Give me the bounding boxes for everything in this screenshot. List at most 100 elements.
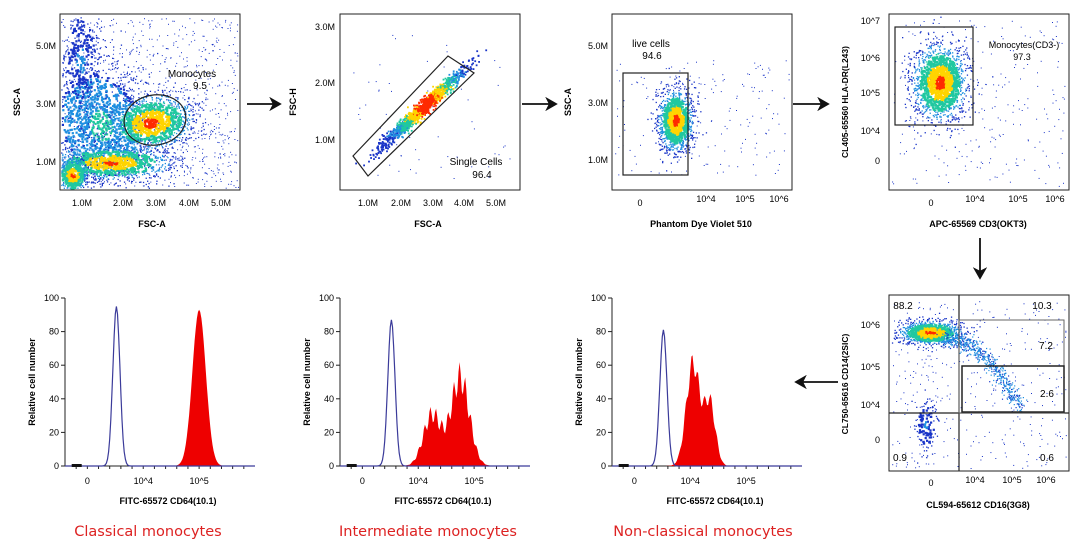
density-dot <box>151 123 154 126</box>
density-dot <box>83 155 86 158</box>
density-dot <box>73 52 76 56</box>
density-dot <box>169 94 171 96</box>
density-dot <box>70 119 73 122</box>
density-dot <box>66 187 68 189</box>
density-dot <box>78 37 80 39</box>
density-dot <box>170 115 173 119</box>
density-dot <box>73 169 76 172</box>
density-dot <box>148 158 151 160</box>
density-dot <box>96 48 98 50</box>
density-dot <box>102 130 106 133</box>
density-dot <box>104 85 107 88</box>
density-dot <box>62 183 64 186</box>
density-dot <box>155 136 158 139</box>
density-dot <box>192 34 194 36</box>
density-dot <box>61 159 63 161</box>
density-dot <box>76 112 79 115</box>
density-dot <box>77 89 80 92</box>
density-dot <box>91 90 93 92</box>
density-dot <box>235 154 237 156</box>
density-dot <box>202 158 203 160</box>
density-dot <box>147 141 149 144</box>
density-dot <box>162 102 165 104</box>
density-dot <box>65 163 67 165</box>
density-dot <box>79 101 82 104</box>
density-dot <box>77 96 80 99</box>
density-dot <box>149 59 151 61</box>
density-dot <box>70 149 72 151</box>
density-dot <box>127 71 128 73</box>
density-dot <box>163 133 166 136</box>
density-dot <box>143 117 145 119</box>
density-dot <box>83 151 85 153</box>
density-dot <box>210 129 212 131</box>
density-dot <box>148 122 151 125</box>
density-dot <box>148 166 150 169</box>
density-dot <box>158 114 161 117</box>
density-dot <box>75 18 77 20</box>
density-dot <box>160 159 163 161</box>
density-dot <box>90 86 93 89</box>
density-dot <box>139 120 142 123</box>
density-dot <box>87 34 90 37</box>
density-dot <box>66 161 68 164</box>
density-dot <box>74 153 77 156</box>
density-dot <box>116 93 119 96</box>
density-dot <box>117 87 120 90</box>
density-dot <box>180 127 182 129</box>
density-dot <box>92 36 94 38</box>
density-dot <box>178 106 180 108</box>
density-dot <box>219 134 221 136</box>
density-dot <box>145 126 148 129</box>
density-dot <box>162 131 165 134</box>
density-dot <box>124 85 126 87</box>
density-dot <box>102 113 106 116</box>
density-dot <box>158 116 161 119</box>
density-dot <box>71 52 74 55</box>
density-dot <box>162 147 164 149</box>
density-dot <box>172 127 175 130</box>
density-dot <box>186 119 189 121</box>
density-dot <box>157 113 160 116</box>
density-dot <box>85 125 89 128</box>
density-dot <box>176 125 179 128</box>
density-dot <box>74 52 77 55</box>
density-dot <box>79 129 82 132</box>
density-dot <box>183 58 184 60</box>
density-dot <box>132 78 135 80</box>
density-dot <box>99 47 101 50</box>
density-dot <box>93 55 95 57</box>
density-dots <box>353 34 511 179</box>
density-dot <box>82 66 85 69</box>
density-dot <box>161 105 164 108</box>
density-dot <box>125 98 128 101</box>
density-dot <box>96 26 98 28</box>
density-dot <box>80 82 83 85</box>
density-dot <box>76 162 78 164</box>
density-dot <box>71 180 74 183</box>
density-dot <box>72 96 76 99</box>
density-dot <box>177 112 180 115</box>
density-dot <box>98 158 100 160</box>
density-dot <box>95 44 97 46</box>
density-dot <box>228 45 230 46</box>
density-dot <box>132 104 134 107</box>
density-dot <box>70 24 72 26</box>
density-dot <box>204 118 206 120</box>
density-dot <box>139 134 142 137</box>
density-dot <box>127 130 130 133</box>
density-dot <box>126 149 129 152</box>
density-dot <box>96 146 98 148</box>
density-dot <box>122 167 125 170</box>
density-dot <box>158 164 160 166</box>
density-dot <box>107 126 110 129</box>
density-dot <box>166 126 169 129</box>
density-dot <box>74 47 78 50</box>
density-dot <box>155 109 158 112</box>
density-dot <box>161 170 163 172</box>
density-dot <box>180 109 182 112</box>
density-dot <box>74 87 77 90</box>
density-dot <box>68 147 71 149</box>
density-dot <box>168 129 171 132</box>
density-dot <box>187 129 189 131</box>
